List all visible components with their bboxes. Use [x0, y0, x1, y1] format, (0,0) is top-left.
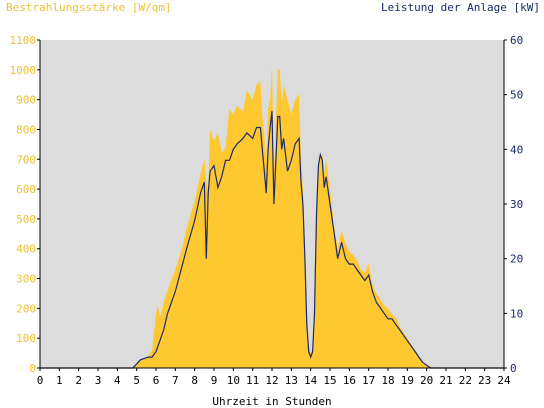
x-tick-label: 16: [343, 374, 356, 387]
series-layer: [40, 66, 504, 369]
y-left-tick-label: 100: [16, 332, 36, 345]
x-tick-label: 8: [191, 374, 198, 387]
y-left-tick-label: 900: [16, 94, 36, 107]
x-tick-label: 5: [133, 374, 140, 387]
x-axis-title: Uhrzeit in Stunden: [212, 395, 332, 408]
y-right-tick-label: 40: [510, 143, 523, 156]
y-left-tick-label: 1000: [10, 64, 37, 77]
x-tick-label: 7: [172, 374, 179, 387]
x-tick-label: 11: [246, 374, 259, 387]
x-tick-label: 13: [285, 374, 298, 387]
x-tick-label: 9: [211, 374, 218, 387]
x-tick-label: 23: [478, 374, 491, 387]
y-right-tick-label: 30: [510, 198, 523, 211]
x-tick-label: 4: [114, 374, 121, 387]
axes-layer: 0100200300400500600700800900100011000102…: [10, 34, 524, 387]
y-left-tick-label: 200: [16, 302, 36, 315]
y-right-tick-label: 50: [510, 89, 523, 102]
x-tick-label: 6: [153, 374, 160, 387]
left-axis-title: Bestrahlungsstärke [W/qm]: [6, 1, 172, 14]
x-tick-label: 17: [362, 374, 375, 387]
x-tick-label: 10: [227, 374, 240, 387]
y-right-tick-label: 0: [510, 362, 517, 375]
x-tick-label: 1: [56, 374, 63, 387]
y-left-tick-label: 600: [16, 183, 36, 196]
irradiance-area: [40, 66, 504, 369]
x-tick-label: 19: [401, 374, 414, 387]
y-right-tick-label: 10: [510, 307, 523, 320]
y-left-tick-label: 700: [16, 153, 36, 166]
x-tick-label: 2: [75, 374, 82, 387]
y-left-tick-label: 0: [29, 362, 36, 375]
y-left-tick-label: 1100: [10, 34, 37, 47]
x-tick-label: 22: [459, 374, 472, 387]
x-tick-label: 20: [420, 374, 433, 387]
y-left-tick-label: 300: [16, 273, 36, 286]
x-tick-label: 0: [37, 374, 44, 387]
x-tick-label: 3: [95, 374, 102, 387]
y-left-tick-label: 400: [16, 243, 36, 256]
x-tick-label: 15: [323, 374, 336, 387]
x-tick-label: 21: [439, 374, 452, 387]
x-tick-label: 18: [381, 374, 394, 387]
y-left-tick-label: 800: [16, 123, 36, 136]
y-right-tick-label: 20: [510, 253, 523, 266]
x-tick-label: 24: [497, 374, 511, 387]
x-tick-label: 12: [265, 374, 278, 387]
right-axis-title: Leistung der Anlage [kW]: [381, 1, 540, 14]
y-left-tick-label: 500: [16, 213, 36, 226]
y-right-tick-label: 60: [510, 34, 523, 47]
power-line: [40, 111, 504, 369]
x-tick-label: 14: [304, 374, 318, 387]
